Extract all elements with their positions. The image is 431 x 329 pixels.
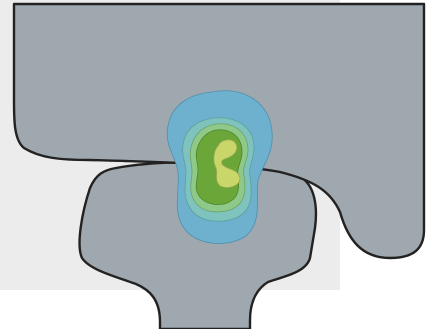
- contour-level-5-core: [213, 139, 241, 188]
- stress-contours: [166, 90, 273, 244]
